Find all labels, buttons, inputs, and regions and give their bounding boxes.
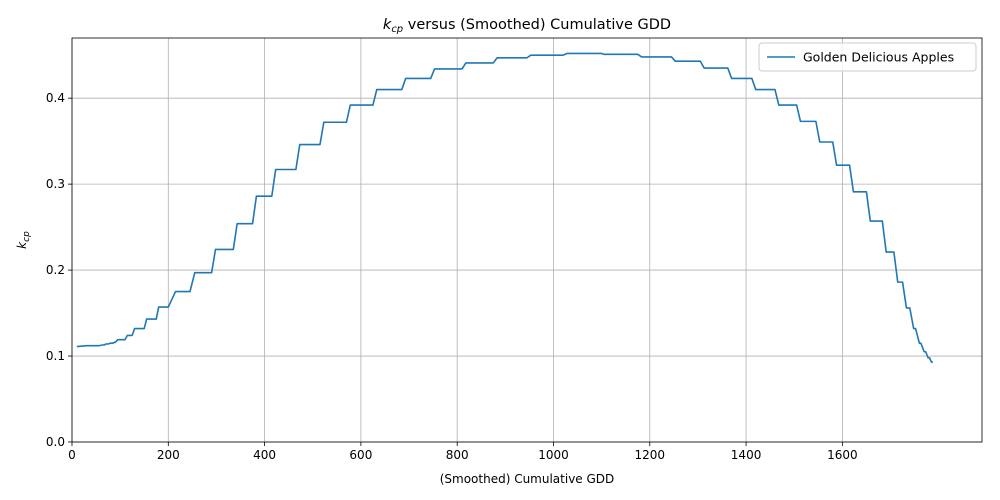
x-tick-label: 1000 bbox=[538, 448, 569, 462]
y-tick-label: 0.4 bbox=[46, 91, 65, 105]
x-tick-label: 1600 bbox=[827, 448, 858, 462]
y-tick-label: 0.3 bbox=[46, 177, 65, 191]
ticks-layer: 0 200 400 600 800 1000 1200 1400 1600 0.0 0.1 0.2 0.… bbox=[46, 91, 858, 462]
legend: Golden Delicious Apples bbox=[758, 42, 977, 72]
x-tick-label: 800 bbox=[446, 448, 469, 462]
x-tick-label: 400 bbox=[253, 448, 276, 462]
x-tick-label: 600 bbox=[349, 448, 372, 462]
grid-layer bbox=[71, 38, 982, 443]
plot-frame bbox=[71, 37, 983, 443]
legend-box bbox=[758, 42, 977, 72]
series-line-golden-delicious bbox=[76, 52, 933, 363]
x-tick-label: 200 bbox=[157, 448, 180, 462]
x-tick-label: 1200 bbox=[635, 448, 666, 462]
x-tick-label: 1400 bbox=[731, 448, 762, 462]
x-tick-label: 0 bbox=[68, 448, 76, 462]
legend-entry-label: Golden Delicious Apples bbox=[803, 50, 954, 65]
y-tick-label: 0.1 bbox=[46, 349, 65, 363]
x-axis-label: (Smoothed) Cumulative GDD bbox=[440, 472, 615, 486]
y-tick-label: 0.0 bbox=[46, 435, 65, 449]
series-layer bbox=[76, 52, 933, 363]
y-axis-label: kcp bbox=[15, 231, 32, 249]
y-tick-label: 0.2 bbox=[46, 263, 65, 277]
chart-title: kcp versus (Smoothed) Cumulative GDD bbox=[383, 17, 671, 35]
